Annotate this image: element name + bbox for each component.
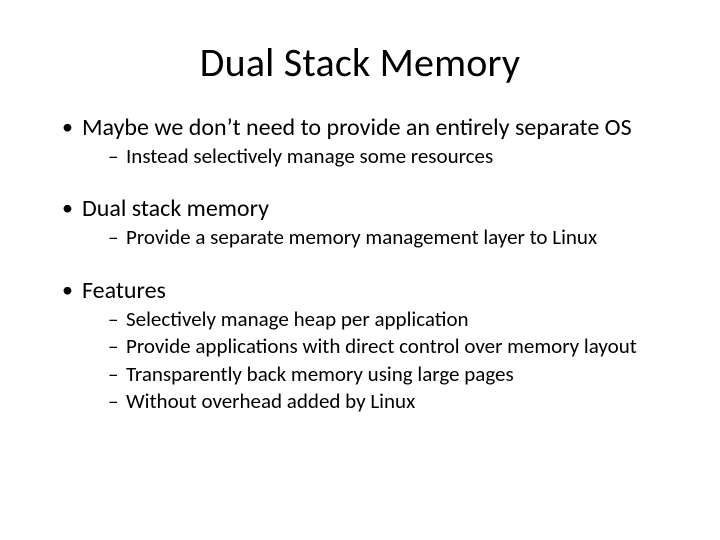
- sub-bullet-text: Provide applications with direct control…: [126, 333, 637, 359]
- sub-bullet-text: Transparently back memory using large pa…: [126, 361, 514, 387]
- slide-title: Dual Stack Memory: [40, 38, 680, 87]
- sub-bullet-text: Provide a separate memory management lay…: [126, 224, 597, 250]
- sub-bullet-item: Without overhead added by Linux: [108, 390, 680, 414]
- sub-bullet-item: Provide applications with direct control…: [108, 335, 680, 359]
- sub-bullet-text: Selectively manage heap per application: [126, 306, 469, 332]
- bullet-text: Maybe we don’t need to provide an entire…: [82, 113, 632, 142]
- spacer: [62, 256, 680, 278]
- sub-bullet-item: Provide a separate memory management lay…: [108, 226, 680, 250]
- sub-bullet-list: Instead selectively manage some resource…: [82, 145, 680, 169]
- bullet-item: Features Selectively manage heap per app…: [62, 278, 680, 414]
- sub-bullet-item: Instead selectively manage some resource…: [108, 145, 680, 169]
- sub-bullet-item: Transparently back memory using large pa…: [108, 363, 680, 387]
- spacer: [62, 174, 680, 196]
- slide: Dual Stack Memory Maybe we don’t need to…: [0, 0, 720, 540]
- sub-bullet-list: Provide a separate memory management lay…: [82, 226, 680, 250]
- sub-bullet-list: Selectively manage heap per application …: [82, 308, 680, 414]
- bullet-text: Features: [82, 276, 166, 305]
- sub-bullet-text: Instead selectively manage some resource…: [126, 143, 493, 169]
- sub-bullet-item: Selectively manage heap per application: [108, 308, 680, 332]
- bullet-list: Maybe we don’t need to provide an entire…: [40, 115, 680, 414]
- bullet-item: Maybe we don’t need to provide an entire…: [62, 115, 680, 168]
- bullet-text: Dual stack memory: [82, 194, 269, 223]
- bullet-item: Dual stack memory Provide a separate mem…: [62, 196, 680, 249]
- sub-bullet-text: Without overhead added by Linux: [126, 388, 415, 414]
